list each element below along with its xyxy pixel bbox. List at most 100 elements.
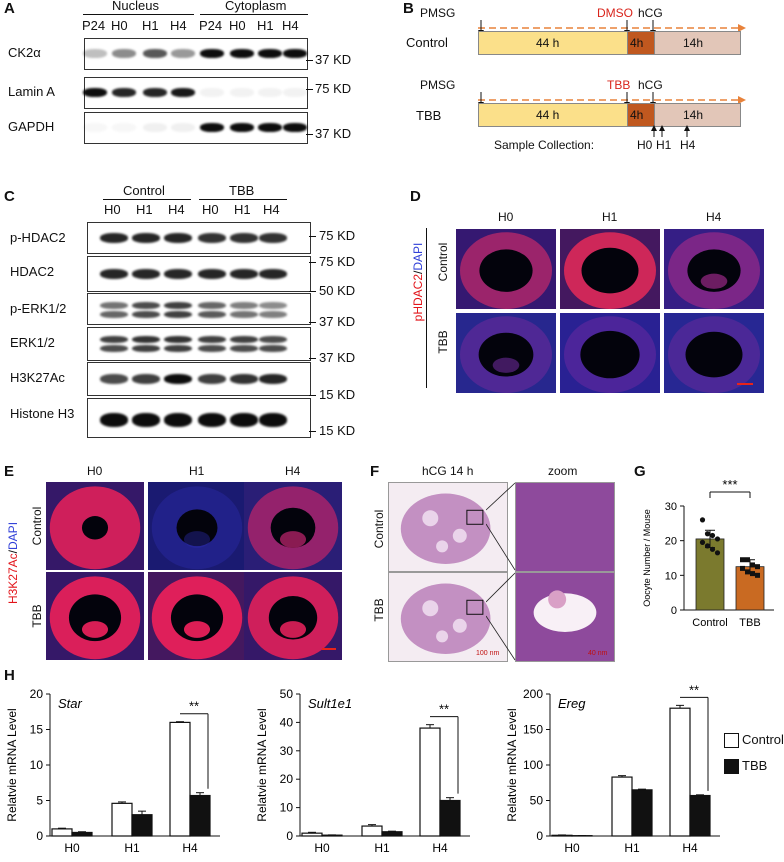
panel-h-sult1e1-chart: 0 10 20 30 40 50 Relatvie mRNA Level Sult1e1 H0 H… bbox=[255, 687, 470, 855]
panel-a-lane-label: H4 bbox=[282, 18, 299, 33]
blot-band bbox=[198, 233, 226, 243]
panel-c-group-line bbox=[199, 199, 287, 200]
blot-band bbox=[230, 49, 254, 58]
tbb-seg-44h-label: 44 h bbox=[536, 108, 560, 122]
kd-tick bbox=[309, 236, 316, 237]
sample-point-h4: H4 bbox=[680, 138, 696, 152]
panel-d-row-tbb: TBB bbox=[436, 330, 450, 354]
legend-label-control: Control bbox=[742, 732, 784, 747]
scale-bar-text: 40 nm bbox=[588, 650, 608, 657]
y-tick-label: 20 bbox=[30, 687, 44, 701]
kd-tick bbox=[306, 89, 313, 90]
blot-band bbox=[143, 123, 167, 132]
panel-c-row-label: p-ERK1/2 bbox=[10, 301, 67, 316]
panel-c-row-label: H3K27Ac bbox=[10, 370, 65, 385]
x-tick-label: TBB bbox=[739, 617, 760, 629]
blot-band bbox=[230, 233, 258, 243]
panel-a-lane-label: H0 bbox=[111, 18, 128, 33]
panel-f-row-label: Control bbox=[372, 509, 386, 549]
blot-band bbox=[164, 345, 192, 352]
y-tick-label: 10 bbox=[280, 801, 294, 815]
kd-tick bbox=[309, 431, 316, 432]
panel-c-kd-label: 15 KD bbox=[319, 387, 356, 402]
panel-c-blot-strip bbox=[87, 222, 311, 254]
blot-band bbox=[259, 233, 287, 243]
x-tick-label: H4 bbox=[182, 841, 198, 855]
fluorescence-image-art bbox=[46, 572, 144, 660]
fluorescence-image-art bbox=[664, 229, 764, 309]
data-point bbox=[740, 557, 745, 563]
bar bbox=[695, 538, 725, 611]
panel-c-kd-label: 75 KD bbox=[319, 254, 356, 269]
y-tick-label: 20 bbox=[665, 536, 677, 548]
histology-image-art bbox=[400, 493, 491, 564]
chart-title: Ereg bbox=[558, 696, 586, 711]
panel-h-ereg-chart: 0 50 100 150 200 Relatvie mRNA Level Ereg H0 H1 H… bbox=[505, 682, 720, 855]
scale-bar bbox=[737, 383, 753, 385]
control-seg-4h bbox=[627, 31, 656, 55]
blot-band bbox=[198, 413, 226, 427]
fluorescence-image-art bbox=[664, 313, 764, 393]
control-seg-14h bbox=[654, 31, 741, 55]
y-tick-label: 50 bbox=[280, 687, 294, 701]
control-row-label: Control bbox=[406, 35, 448, 50]
blot-band bbox=[164, 374, 192, 384]
blot-band bbox=[259, 269, 287, 279]
panel-c-lane-label: H4 bbox=[168, 202, 185, 217]
blot-band bbox=[164, 302, 192, 309]
kd-tick bbox=[309, 291, 316, 292]
panel-a-lane-label: H0 bbox=[229, 18, 246, 33]
panel-f-row-label: TBB bbox=[372, 598, 386, 622]
bar bbox=[51, 828, 73, 837]
scale-bar-text: 100 nm bbox=[476, 650, 500, 657]
blot-band bbox=[200, 49, 224, 58]
panel-a-kd-label: 37 KD bbox=[315, 52, 352, 67]
panel-d-stain-label: pHDAC2/DAPI bbox=[411, 222, 427, 342]
legend-swatch-tbb bbox=[724, 759, 739, 774]
x-tick-label: H4 bbox=[682, 841, 698, 855]
data-point bbox=[699, 517, 706, 523]
data-point bbox=[755, 572, 760, 578]
blot-band bbox=[100, 413, 128, 427]
blot-band bbox=[164, 336, 192, 343]
panel-a-lane-label: P24 bbox=[199, 18, 223, 33]
control-seg-4h-label: 4h bbox=[630, 36, 644, 50]
panel-c-lane-label: H0 bbox=[202, 202, 219, 217]
panel-d-divider bbox=[426, 228, 427, 388]
blot-band bbox=[200, 123, 224, 132]
panel-label-f: F bbox=[370, 463, 380, 480]
blot-band bbox=[259, 345, 287, 352]
blot-band bbox=[83, 123, 107, 132]
blot-band bbox=[283, 88, 307, 97]
panel-d-col-label: H4 bbox=[706, 210, 722, 224]
panel-c-row-label: ERK1/2 bbox=[10, 335, 55, 350]
y-tick-label: 40 bbox=[280, 715, 294, 729]
panel-a-blot-strip bbox=[83, 77, 308, 109]
panel-c-kd-label: 15 KD bbox=[319, 423, 356, 438]
control-hcg-label: hCG bbox=[638, 6, 663, 20]
panel-c-blot-strip bbox=[87, 362, 311, 396]
y-axis-label: Oocyte Number / Mouse bbox=[642, 509, 652, 607]
significance-marker: ** bbox=[439, 702, 449, 717]
y-tick-label: 20 bbox=[280, 772, 294, 786]
blot-band bbox=[198, 345, 226, 352]
tbb-seg-14h bbox=[654, 103, 741, 127]
fluorescence-image bbox=[456, 313, 556, 393]
blot-band bbox=[198, 311, 226, 318]
y-tick-label: 30 bbox=[665, 501, 677, 513]
fluorescence-image bbox=[560, 313, 660, 393]
blot-band bbox=[132, 336, 160, 343]
blot-band bbox=[171, 88, 195, 97]
histology-image-art bbox=[516, 573, 614, 661]
x-tick-label: Control bbox=[692, 617, 727, 629]
kd-tick bbox=[306, 60, 313, 61]
data-point bbox=[750, 562, 755, 568]
sample-collection-label: Sample Collection: bbox=[494, 138, 595, 152]
panel-c-lane-label: H4 bbox=[263, 202, 280, 217]
kd-tick bbox=[309, 358, 316, 359]
sample-point-h0: H0 bbox=[637, 138, 653, 152]
panel-d-col-label: H1 bbox=[602, 210, 618, 224]
blot-band bbox=[230, 269, 258, 279]
y-tick-label: 150 bbox=[523, 723, 543, 737]
blot-band bbox=[259, 302, 287, 309]
